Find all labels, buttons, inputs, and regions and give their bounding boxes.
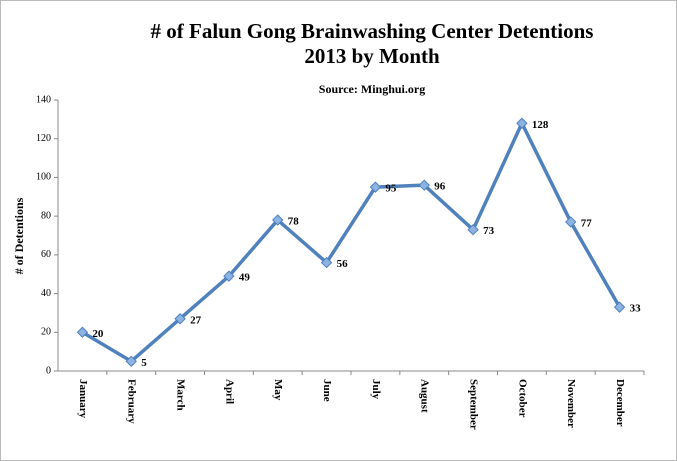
x-tick-label: September xyxy=(468,379,480,430)
data-point xyxy=(223,270,235,282)
y-tick-label: 60 xyxy=(41,249,51,260)
x-tick-label: March xyxy=(175,379,187,411)
data-label: 78 xyxy=(288,216,300,228)
data-point xyxy=(613,301,626,313)
chart-title: 2013 by Month xyxy=(304,44,440,68)
y-tick-label: 140 xyxy=(36,94,51,105)
y-axis-label: # of Detentions xyxy=(12,197,26,274)
data-point xyxy=(418,179,430,191)
data-point xyxy=(125,355,137,368)
x-tick-label: May xyxy=(272,379,284,401)
data-label: 5 xyxy=(141,357,147,369)
data-label: 49 xyxy=(239,272,251,284)
data-label: 128 xyxy=(532,119,549,131)
y-tick-label: 120 xyxy=(36,133,51,144)
data-point xyxy=(272,214,284,226)
chart-subtitle: Source: Minghui.org xyxy=(319,82,425,96)
data-point xyxy=(174,313,186,325)
x-tick-label: November xyxy=(565,379,577,428)
data-label: 33 xyxy=(630,303,642,315)
x-tick-label: June xyxy=(321,379,333,402)
data-point xyxy=(369,181,382,193)
data-label: 95 xyxy=(385,183,397,195)
data-point xyxy=(76,326,89,338)
data-label: 20 xyxy=(92,328,104,340)
y-tick-label: 80 xyxy=(41,210,51,221)
data-point xyxy=(467,223,479,236)
x-tick-label: February xyxy=(126,379,138,424)
data-label: 96 xyxy=(434,181,446,193)
y-tick-label: 100 xyxy=(36,172,51,183)
data-label: 56 xyxy=(337,258,349,270)
data-label: 27 xyxy=(190,314,202,326)
data-point xyxy=(565,216,577,228)
data-label: 73 xyxy=(483,225,495,237)
x-tick-label: August xyxy=(419,379,431,413)
x-tick-label: December xyxy=(614,379,626,427)
x-tick-label: January xyxy=(77,379,89,419)
x-tick-label: October xyxy=(516,379,528,418)
y-tick-label: 40 xyxy=(41,288,51,299)
x-tick-label: July xyxy=(370,379,382,400)
data-point xyxy=(320,256,333,269)
data-line xyxy=(81,121,622,364)
x-tick-label: April xyxy=(223,379,235,404)
y-tick-label: 20 xyxy=(41,327,51,338)
data-label: 77 xyxy=(581,217,593,229)
y-tick-label: 0 xyxy=(46,365,51,376)
data-point xyxy=(516,117,528,129)
chart-title: # of Falun Gong Brainwashing Center Dete… xyxy=(151,19,594,43)
